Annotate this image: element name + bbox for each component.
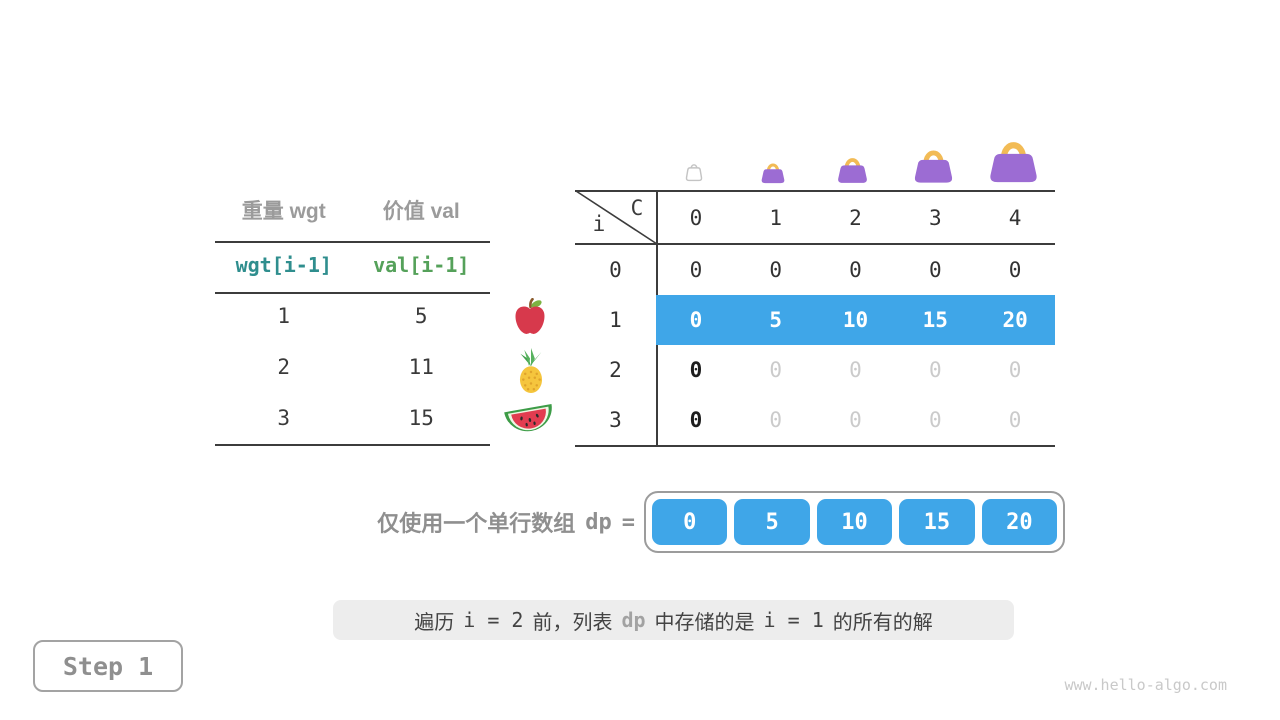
corner-capacity-var: C [630,196,644,220]
dp-cell: 0 [769,358,783,382]
item-row-3: 3 15 [215,406,490,438]
dp-row-header-3: 3 [609,408,622,432]
dp-table: C i 0 1 2 3 4 0 1 2 3 0 0 0 0 0 0 5 10 1… [575,190,1055,448]
dp-array-equals: = [621,509,635,535]
items-table-header-value: 价值 val [382,200,460,223]
dp-cell: 0 [689,408,703,432]
dp-cell: 0 [928,358,942,382]
items-table: 重量 wgt 价值 val wgt[i-1] val[i-1] 1 5 2 11… [215,195,490,447]
corner-diagonal-line [575,190,658,245]
val-var-label: val[i-1] [373,253,470,277]
dp-cell: 0 [769,258,783,282]
dp-array-slot-1: 5 [734,499,810,545]
items-table-header-row: 重量 wgt 价值 val [215,195,490,227]
dp-table-rule-header [575,243,1055,245]
dp-cell: 10 [842,308,869,332]
dp-cell: 0 [689,358,703,382]
dp-row-2: 0 0 0 0 0 [656,345,1055,395]
dp-cell: 0 [1008,358,1022,382]
dp-array-slot-3: 15 [899,499,975,545]
dp-col-header-0: 0 [689,206,703,230]
dp-table-rule-bottom [575,445,1055,447]
dp-cell: 0 [689,308,703,332]
item-2-weight: 2 [277,355,291,379]
watermark: www.hello-algo.com [1064,676,1227,694]
dp-row-header-2: 2 [609,358,622,382]
dp-col-header-1: 1 [769,206,783,230]
dp-cell: 0 [689,258,703,282]
dp-cell: 5 [769,308,783,332]
wgt-var-label: wgt[i-1] [235,253,332,277]
bag-empty-icon [685,159,703,188]
dp-array-container: 0 5 10 15 20 [644,491,1065,553]
dp-array-slot-2: 10 [816,499,893,545]
items-table-rule-mid [215,292,490,294]
dp-array-var: dp [585,509,612,535]
corner-item-var: i [592,212,606,236]
pineapple-icon [511,348,551,399]
items-table-header-weight: 重量 wgt [241,200,326,223]
dp-array-label: 仅使用一个单行数组 dp = [280,505,635,539]
dp-cell: 0 [849,358,862,382]
dp-row-3: 0 0 0 0 0 [656,395,1055,445]
dp-col-header-4: 4 [1008,206,1022,230]
caption-code-dp: dp [621,608,646,632]
items-table-rule-top [215,241,490,243]
dp-cell: 0 [1008,408,1022,432]
dp-row-headers: 0 1 2 3 [575,245,656,445]
item-2-value: 11 [408,355,434,379]
dp-cell: 0 [928,408,942,432]
dp-col-header-3: 3 [928,206,942,230]
dp-cell: 0 [849,258,862,282]
caption-seg3: 中存储的是 [654,611,755,634]
caption-banner: 遍历 i = 2 前，列表 dp 中存储的是 i = 1 的所有的解 [333,600,1014,640]
dp-row-header-0: 0 [609,258,622,282]
item-1-value: 5 [414,304,428,328]
items-table-rule-bottom [215,444,490,446]
dp-cell: 0 [769,408,783,432]
bag-medium-icon [836,150,869,189]
dp-row-header-1: 1 [609,308,622,332]
bag-large-icon [912,140,955,189]
item-row-1: 1 5 [215,304,490,336]
caption-seg4: 的所有的解 [832,611,933,634]
item-3-weight: 3 [277,406,291,430]
dp-row-0: 0 0 0 0 0 [656,245,1055,295]
bag-xlarge-icon [987,129,1040,189]
bag-small-icon [760,157,786,189]
dp-table-rule-top [575,190,1055,192]
caption-code-i2: i = 2 [463,608,524,632]
item-1-weight: 1 [277,304,291,328]
item-row-2: 2 11 [215,355,490,387]
item-3-value: 15 [408,406,434,430]
caption-seg2: 前，列表 [532,611,613,634]
caption-seg1: 遍历 [414,611,455,634]
dp-cell: 20 [1002,308,1028,332]
dp-col-header-2: 2 [849,206,862,230]
dp-cell: 0 [1008,258,1022,282]
dp-cell: 0 [928,258,942,282]
dp-col-headers: 0 1 2 3 4 [656,193,1055,243]
dp-row-1-highlighted: 0 5 10 15 20 [656,295,1055,345]
items-table-var-row: wgt[i-1] val[i-1] [215,253,490,283]
dp-array-slot-0: 0 [652,499,728,545]
step-badge: Step 1 [33,640,183,692]
dp-cell: 15 [922,308,948,332]
dp-array-label-text: 仅使用一个单行数组 [377,511,576,536]
watermelon-icon [502,398,558,443]
dp-array-slot-4: 20 [981,499,1058,545]
caption-code-i1: i = 1 [763,608,824,632]
dp-cell: 0 [849,408,862,432]
apple-icon [512,297,548,341]
